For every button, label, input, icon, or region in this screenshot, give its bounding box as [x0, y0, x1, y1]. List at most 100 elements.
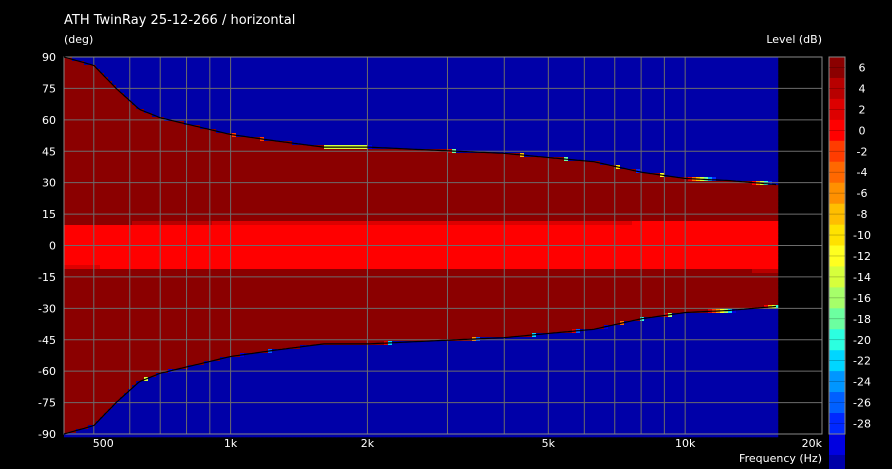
heatmap-cell [188, 105, 193, 110]
heatmap-cell [88, 345, 93, 350]
heatmap-cell [244, 225, 249, 230]
heatmap-cell [172, 401, 177, 406]
heatmap-cell [64, 173, 69, 178]
heatmap-cell [272, 185, 277, 190]
heatmap-cell [212, 77, 217, 82]
heatmap-cell [204, 161, 209, 166]
heatmap-cell [196, 85, 201, 90]
heatmap-cell [256, 165, 261, 170]
heatmap-cell [200, 229, 205, 234]
heatmap-cell [104, 165, 109, 170]
heatmap-cell [172, 205, 177, 210]
heatmap-cell [64, 137, 69, 142]
heatmap-cell [176, 61, 181, 66]
heatmap-cell [64, 257, 69, 262]
heatmap-cell [96, 153, 101, 158]
heatmap-cell [136, 349, 141, 354]
heatmap-cell [164, 325, 169, 330]
heatmap-cell [148, 137, 153, 142]
heatmap-cell [64, 145, 69, 150]
heatmap-cell [236, 377, 241, 382]
heatmap-cell [120, 333, 125, 338]
heatmap-cell [260, 381, 265, 386]
heatmap-cell [88, 357, 93, 362]
heatmap-cell [124, 353, 129, 358]
heatmap-cell [200, 357, 205, 362]
heatmap-cell [232, 305, 237, 310]
heatmap-cell [108, 333, 113, 338]
heatmap-cell [188, 313, 193, 318]
heatmap-cell [120, 257, 125, 262]
heatmap-cell [196, 77, 201, 82]
heatmap-cell [120, 381, 125, 386]
heatmap-cell [236, 217, 241, 222]
heatmap-cell [96, 417, 101, 422]
heatmap-cell [196, 197, 201, 202]
heatmap-cell [268, 421, 273, 426]
heatmap-cell [160, 141, 165, 146]
heatmap-cell [204, 97, 209, 102]
heatmap-cell [136, 429, 141, 434]
heatmap-cell [80, 329, 85, 334]
heatmap-cell [252, 97, 257, 102]
heatmap-cell [96, 317, 101, 322]
heatmap-cell [252, 325, 257, 330]
heatmap-cell [84, 109, 89, 114]
heatmap-cell [64, 269, 69, 274]
heatmap-cell [252, 313, 257, 318]
heatmap-cell [116, 349, 121, 354]
heatmap-cell [212, 337, 217, 342]
heatmap-cell [196, 353, 201, 358]
heatmap-cell [260, 101, 265, 106]
heatmap-cell [216, 397, 221, 402]
heatmap-cell [160, 433, 165, 438]
heatmap-cell [88, 141, 93, 146]
heatmap-cell [236, 145, 241, 150]
heatmap-cell [104, 129, 109, 134]
heatmap-cell [224, 397, 229, 402]
heatmap-cell [96, 353, 101, 358]
heatmap-cell [252, 169, 257, 174]
heatmap-cell [68, 173, 73, 178]
heatmap-cell [84, 401, 89, 406]
heatmap-cell [252, 221, 257, 226]
heatmap-cell [176, 105, 181, 110]
heatmap-cell [268, 153, 273, 158]
heatmap-cell [120, 253, 125, 258]
heatmap-cell [160, 253, 165, 258]
heatmap-cell [192, 269, 197, 274]
heatmap-cell [192, 257, 197, 262]
heatmap-cell [140, 197, 145, 202]
heatmap-cell [220, 89, 225, 94]
heatmap-cell [148, 293, 153, 298]
heatmap-cell [252, 289, 257, 294]
heatmap-cell [220, 237, 225, 242]
heatmap-cell [72, 381, 77, 386]
heatmap-cell [232, 297, 237, 302]
heatmap-cell [172, 81, 177, 86]
heatmap-cell [84, 257, 89, 262]
heatmap-cell [88, 413, 93, 418]
heatmap-cell [156, 329, 161, 334]
heatmap-cell [188, 261, 193, 266]
heatmap-cell [144, 321, 149, 326]
heatmap-cell [112, 249, 117, 254]
heatmap-cell [112, 285, 117, 290]
heatmap-cell [160, 425, 165, 430]
heatmap-cell [216, 401, 221, 406]
heatmap-cell [196, 421, 201, 426]
heatmap-cell [240, 141, 245, 146]
heatmap-cell [84, 173, 89, 178]
heatmap-cell [72, 277, 77, 282]
heatmap-cell [76, 65, 81, 70]
heatmap-cell [160, 333, 165, 338]
heatmap-cell [220, 273, 225, 278]
heatmap-cell [88, 321, 93, 326]
heatmap-cell [252, 357, 257, 362]
heatmap-cell [144, 349, 149, 354]
heatmap-cell [124, 309, 129, 314]
heatmap-cell [100, 349, 105, 354]
heatmap-cell [96, 413, 101, 418]
heatmap-cell [124, 133, 129, 138]
heatmap-cell [132, 77, 137, 82]
